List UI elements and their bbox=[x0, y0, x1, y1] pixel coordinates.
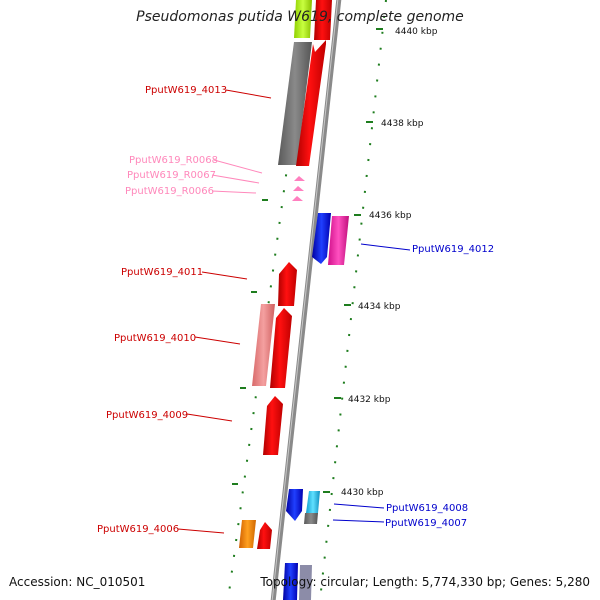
genome-backbone bbox=[270, 0, 342, 600]
gene-labels: PputW619_4013 PputW619_R0068 PputW619_R0… bbox=[97, 85, 494, 535]
gene-red-4009 bbox=[263, 396, 283, 455]
gene-label: PputW619_4010 bbox=[114, 333, 196, 344]
lane-left-genes bbox=[239, 0, 312, 600]
gene-label: PputW619_4009 bbox=[106, 410, 188, 421]
ruler-label: 4438 kbp bbox=[381, 119, 424, 129]
lane-right-genes bbox=[286, 213, 349, 600]
gene-cyan-4008b bbox=[306, 491, 320, 513]
ruler-label: 4434 kbp bbox=[358, 302, 401, 312]
gene-gray-4013b bbox=[278, 42, 312, 165]
gene-label: PputW619_R0068 bbox=[129, 155, 218, 166]
leader-lines bbox=[177, 89, 411, 534]
lane-center-genes bbox=[257, 0, 332, 549]
gene-blue-4012 bbox=[312, 213, 331, 264]
rna-genes bbox=[292, 176, 305, 201]
gene-magenta-4012b bbox=[328, 216, 349, 265]
ruler-label: 4432 kbp bbox=[348, 395, 391, 405]
gene-gray-bottom bbox=[299, 565, 312, 600]
gene-red-4011 bbox=[278, 262, 297, 306]
gene-orange-4006 bbox=[239, 520, 256, 548]
gene-label: PputW619_4008 bbox=[386, 503, 468, 514]
ruler-label: 4436 kbp bbox=[369, 211, 412, 221]
map-title: Pseudomonas putida W619, complete genome bbox=[136, 9, 464, 25]
gene-gray-4007 bbox=[304, 513, 318, 524]
gene-lime-top bbox=[294, 0, 312, 38]
topology-text: Topology: circular; Length: 5,774,330 bp… bbox=[260, 575, 590, 589]
gene-salmon-4010b bbox=[252, 304, 275, 386]
gene-label: PputW619_4006 bbox=[97, 524, 179, 535]
gene-red-4006 bbox=[257, 522, 272, 549]
gene-label: PputW619_4007 bbox=[385, 518, 467, 529]
ruler-label: 4430 kbp bbox=[341, 488, 384, 498]
ruler-labels: 4440 kbp 4438 kbp 4436 kbp 4434 kbp 4432… bbox=[341, 27, 438, 498]
accession-text: Accession: NC_010501 bbox=[9, 575, 146, 589]
gene-label: PputW619_R0066 bbox=[125, 186, 214, 197]
gene-label: PputW619_4012 bbox=[412, 244, 494, 255]
ruler-label: 4440 kbp bbox=[395, 27, 438, 37]
gene-blue-bottom-left bbox=[283, 563, 298, 600]
gene-red-top bbox=[314, 0, 332, 40]
gene-label: PputW619_4011 bbox=[121, 267, 203, 278]
gene-label: PputW619_4013 bbox=[145, 85, 227, 96]
ruler-ticks bbox=[323, 28, 383, 493]
gene-red-4013 bbox=[296, 40, 326, 166]
gene-label: PputW619_R0067 bbox=[127, 170, 216, 181]
gene-red-4010 bbox=[270, 308, 292, 388]
gene-blue-4008 bbox=[286, 489, 303, 521]
